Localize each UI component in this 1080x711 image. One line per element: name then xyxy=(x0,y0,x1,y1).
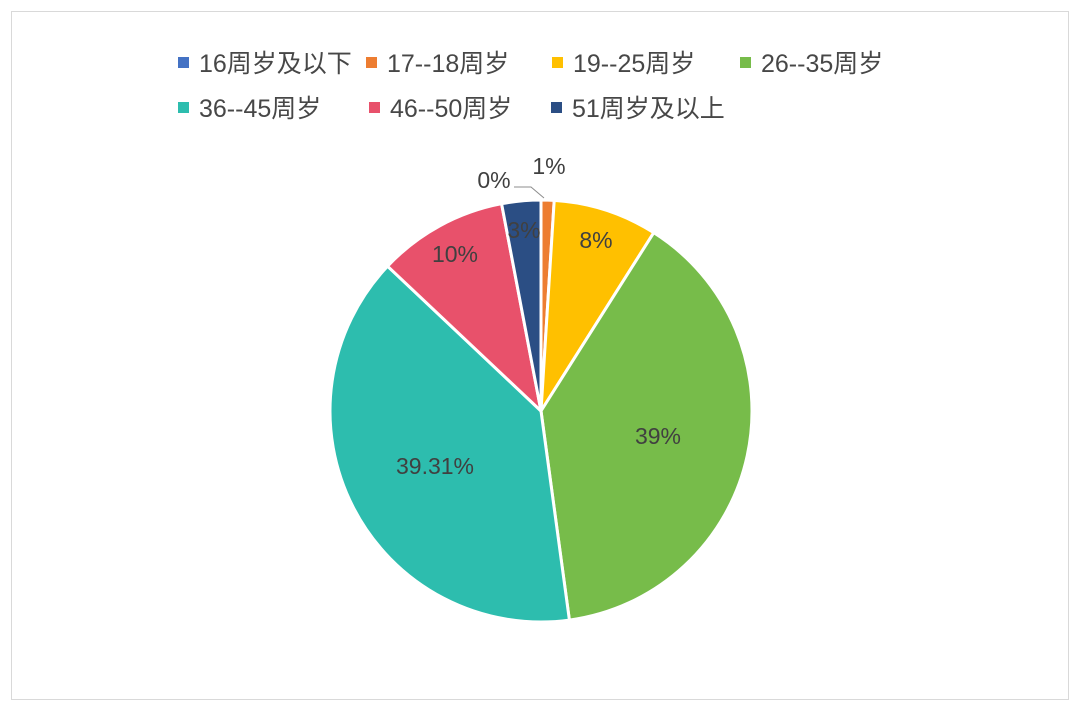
svg-text:0%: 0% xyxy=(477,167,510,193)
svg-text:39.31%: 39.31% xyxy=(396,453,474,479)
svg-text:39%: 39% xyxy=(635,423,681,449)
svg-text:1%: 1% xyxy=(532,153,565,179)
svg-text:10%: 10% xyxy=(432,241,478,267)
svg-text:8%: 8% xyxy=(579,227,612,253)
svg-text:3%: 3% xyxy=(507,217,540,243)
